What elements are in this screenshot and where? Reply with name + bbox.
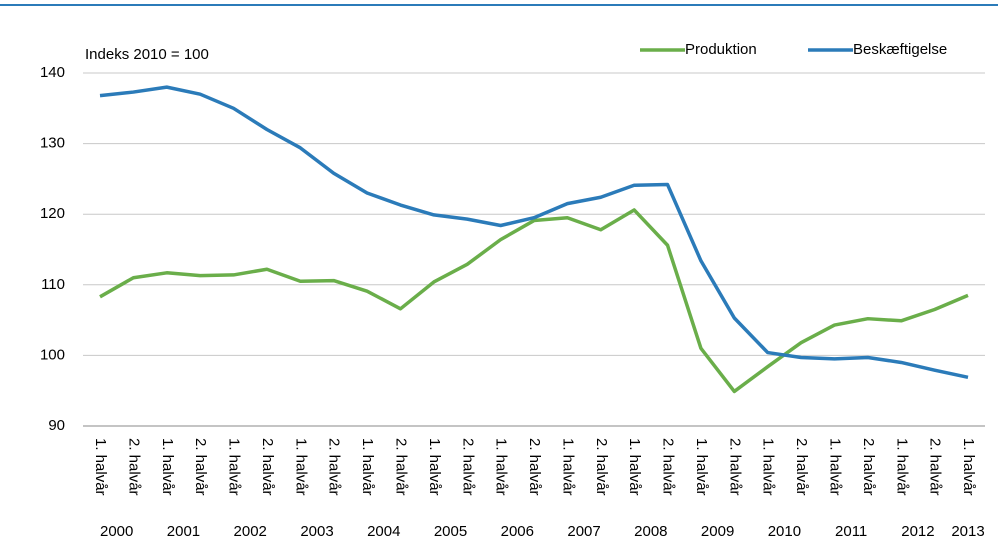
x-tick-label: 1. halvår [960,438,977,496]
x-tick-label: 1. halvår [359,438,376,496]
year-label: 2001 [167,523,200,540]
year-label: 2000 [100,523,133,540]
legend-label: Produktion [685,41,757,58]
series-line [99,208,969,394]
x-tick-label: 2. halvår [125,438,142,496]
y-tick-label: 90 [48,417,65,434]
y-tick-label: 120 [40,205,65,222]
x-tick-label: 2. halvår [459,438,476,496]
x-tick-label: 2. halvår [259,438,276,496]
x-tick-label: 2. halvår [392,438,409,496]
year-label: 2002 [234,523,267,540]
y-tick-label: 100 [40,346,65,363]
x-tick-label: 1. halvår [292,438,309,496]
x-tick-label: 1. halvår [760,438,777,496]
year-label: 2012 [901,523,934,540]
x-tick-label: 2. halvår [927,438,944,496]
x-tick-label: 1. halvår [426,438,443,496]
chart-title: Indeks 2010 = 100 [85,46,209,63]
year-label: 2006 [501,523,534,540]
year-label: 2008 [634,523,667,540]
x-tick-label: 1. halvår [693,438,710,496]
x-tick-label: 2. halvår [793,438,810,496]
x-tick-label: 1. halvår [92,438,109,496]
y-tick-label: 110 [41,276,65,293]
year-label: 2011 [835,523,867,540]
y-tick-label: 140 [40,64,65,81]
year-label: 2010 [768,523,801,540]
x-tick-label: 1. halvår [826,438,843,496]
series-line [99,85,969,379]
x-tick-label: 2. halvår [726,438,743,496]
year-label: 2003 [300,523,333,540]
year-label: 2013 [951,523,984,540]
year-label: 2005 [434,523,467,540]
legend-label: Beskæftigelse [853,41,947,58]
x-tick-label: 2. halvår [326,438,343,496]
year-label: 2007 [567,523,600,540]
x-tick-label: 1. halvår [226,438,243,496]
x-tick-label: 2. halvår [192,438,209,496]
x-tick-label: 2. halvår [660,438,677,496]
x-tick-label: 1. halvår [493,438,510,496]
x-tick-label: 1. halvår [559,438,576,496]
y-tick-label: 130 [40,135,65,152]
x-tick-label: 2. halvår [526,438,543,496]
x-tick-label: 2. halvår [593,438,610,496]
x-tick-label: 1. halvår [893,438,910,496]
x-tick-label: 1. halvår [159,438,176,496]
year-label: 2009 [701,523,734,540]
x-tick-label: 1. halvår [626,438,643,496]
x-tick-label: 2. halvår [860,438,877,496]
year-label: 2004 [367,523,400,540]
